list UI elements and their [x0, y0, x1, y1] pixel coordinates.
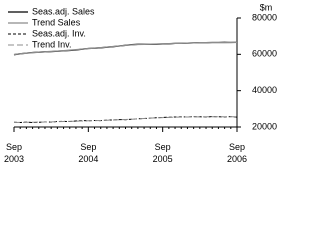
- legend-label: Seas.adj. Inv.: [32, 28, 86, 38]
- y-tick-label: 40000: [252, 85, 277, 95]
- legend-label: Seas.adj. Sales: [32, 6, 95, 16]
- y-tick-label: 20000: [252, 121, 277, 131]
- y-axis-label: $m: [260, 2, 273, 12]
- legend-label: Trend Inv.: [32, 39, 72, 49]
- line: [13, 116, 237, 123]
- legend-label: Trend Sales: [32, 17, 81, 27]
- x-tick-label: Sep 2004: [78, 142, 99, 164]
- x-tick-label: Sep 2005: [152, 142, 173, 164]
- line: [13, 41, 237, 56]
- chart: $m 20000 40000 60000 80000 Seas.adj. Sales Tr…: [3, 2, 277, 164]
- x-tick-label: Sep 2003: [3, 142, 25, 164]
- x-tick-label: Sep 2006: [226, 142, 248, 164]
- y-tick-label: 60000: [252, 49, 277, 59]
- y-tick-label: 80000: [252, 12, 277, 22]
